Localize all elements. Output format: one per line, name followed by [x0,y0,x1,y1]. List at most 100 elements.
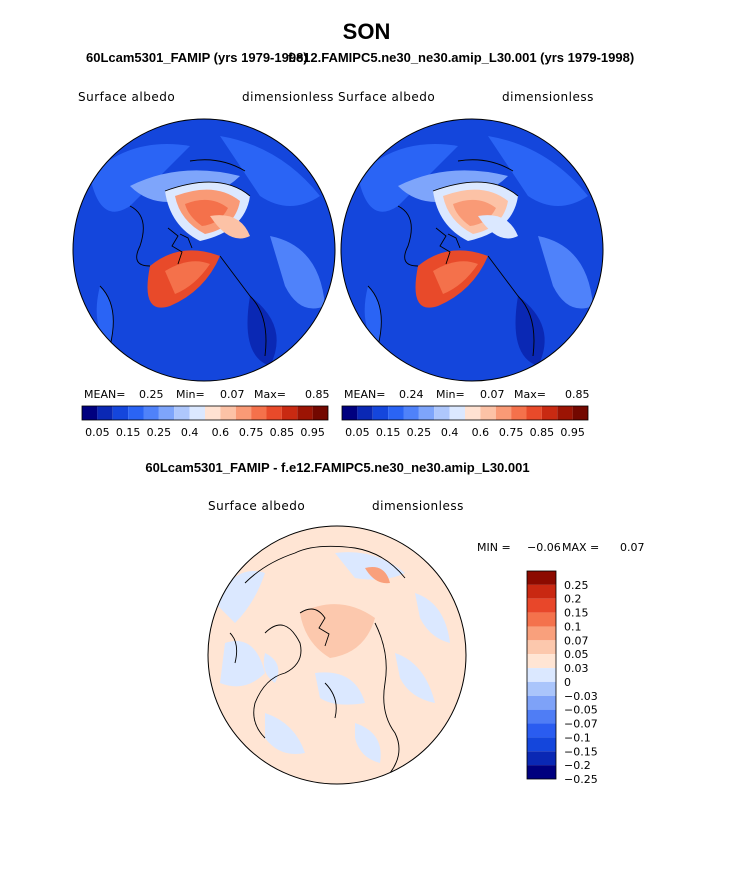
colorbar-swatch [527,709,556,724]
colorbar-swatch [97,406,113,420]
colorbar-swatch [281,406,298,420]
colorbar-swatch [527,626,556,641]
colorbar-swatch [527,571,556,585]
colorbar-swatch [266,406,282,420]
right-max-value: 0.85 [565,388,590,401]
colorbar-tick-label: 0.95 [300,426,325,439]
colorbar-tick-label: 0.05 [345,426,370,439]
colorbar-outline [526,570,557,780]
colorbar-swatch [357,406,373,420]
colorbar-tick-label: −0.2 [564,759,591,772]
colorbar-tick-label: 0.75 [239,426,264,439]
colorbar-swatch [174,406,190,420]
colorbar-swatch [82,406,98,420]
colorbar-tick-label: −0.03 [564,690,598,703]
colorbar-swatch [205,406,221,420]
left-min-label: Min= [176,388,205,401]
colorbar-swatch [527,737,556,752]
colorbar-swatch [527,765,556,779]
colorbar-tick-label: 0.95 [560,426,585,439]
diff-units-label: dimensionless [372,499,464,513]
diff-colorbar: 0.250.20.150.10.070.050.030−0.03−0.05−0.… [526,570,598,784]
colorbar-tick-label: 0.85 [270,426,295,439]
right-colorbar: 0.05 0.15 0.25 0.4 0.6 0.75 0.85 0.95 [341,405,589,439]
colorbar-swatch [143,406,159,420]
colorbar-tick-label: 0.4 [441,426,459,439]
colorbar-tick-label: −0.05 [564,704,598,717]
colorbar-swatch [158,406,175,420]
colorbar-swatch [526,406,542,420]
colorbar-tick-label: 0.1 [564,620,582,633]
colorbar-swatch [527,723,556,738]
left-units-label: dimensionless [242,90,334,104]
left-mean-label: MEAN= [84,388,126,401]
page-title: SON [342,19,391,44]
colorbar-swatch [527,751,556,766]
left-max-label: Max= [254,388,286,401]
colorbar-swatch [480,406,496,420]
colorbar-swatch [418,406,435,420]
colorbar-swatch [342,406,358,420]
colorbar-swatch [527,598,556,613]
colorbar-swatch [372,406,389,420]
colorbar-tick-label: 0.15 [564,607,589,620]
colorbar-tick-label: −0.07 [564,718,598,731]
colorbar-outline [81,405,329,421]
colorbar-swatch [527,668,556,682]
colorbar-swatch [572,406,588,420]
diff-min-value: −0.06 [527,541,561,554]
colorbar-swatch [527,640,556,655]
right-max-label: Max= [514,388,546,401]
colorbar-swatch [388,406,404,420]
colorbar-swatch [511,406,527,420]
right-min-label: Min= [436,388,465,401]
colorbar-swatch [312,406,328,420]
right-variable-label: Surface albedo [338,90,436,104]
colorbar-swatch [220,406,236,420]
right-mean-label: MEAN= [344,388,386,401]
colorbar-swatch [297,406,313,420]
colorbar-swatch [527,612,556,627]
right-units-label: dimensionless [502,90,594,104]
diff-variable-label: Surface albedo [208,499,306,513]
left-albedo-map [72,118,336,382]
colorbar-tick-label: 0.25 [407,426,432,439]
colorbar-swatch [189,406,205,420]
colorbar-tick-label: 0.4 [181,426,199,439]
colorbar-tick-label: 0.6 [212,426,230,439]
colorbar-tick-label: −0.15 [564,745,598,758]
left-mean-value: 0.25 [139,388,164,401]
colorbar-tick-label: 0.15 [116,426,141,439]
colorbar-tick-label: −0.25 [564,773,598,784]
diff-title: 60Lcam5301_FAMIP - f.e12.FAMIPC5.ne30_ne… [145,460,530,475]
colorbar-swatch [557,406,573,420]
colorbar-swatch [434,406,450,420]
diff-albedo-map [207,525,467,785]
right-mean-value: 0.24 [399,388,424,401]
diff-min-label: MIN = [477,541,511,554]
case2-title: f.e12.FAMIPC5.ne30_ne30.amip_L30.001 (yr… [288,50,635,65]
right-min-value: 0.07 [480,388,505,401]
right-albedo-map [340,118,604,382]
colorbar-tick-label: 0.6 [472,426,490,439]
colorbar-tick-label: −0.1 [564,731,591,744]
colorbar-swatch [112,406,129,420]
colorbar-tick-label: 0.07 [564,634,589,647]
colorbar-tick-label: 0.05 [85,426,110,439]
colorbar-swatch [527,695,556,710]
colorbar-swatch [128,406,144,420]
left-colorbar: 0.05 0.15 0.25 0.4 0.6 0.75 0.85 0.95 [81,405,329,439]
colorbar-swatch [495,406,512,420]
colorbar-tick-label: 0 [564,676,571,689]
left-variable-label: Surface albedo [78,90,176,104]
colorbar-tick-label: 0.2 [564,593,582,606]
colorbar-swatch [527,584,556,599]
colorbar-tick-label: 0.25 [147,426,172,439]
colorbar-tick-label: 0.85 [530,426,555,439]
diff-max-label: MAX = [562,541,600,554]
colorbar-swatch [403,406,419,420]
colorbar-swatch [465,406,481,420]
colorbar-tick-label: 0.25 [564,579,589,592]
colorbar-tick-label: 0.03 [564,662,589,675]
left-min-value: 0.07 [220,388,245,401]
